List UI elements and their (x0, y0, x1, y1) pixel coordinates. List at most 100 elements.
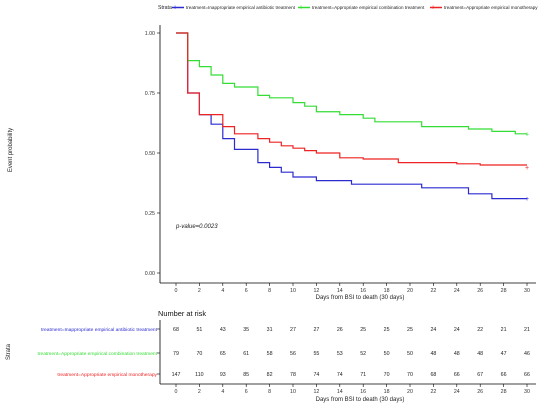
risk-x-tick-label-9: 18 (384, 389, 390, 395)
risk-cell-1-3: 61 (243, 351, 249, 357)
risk-x-tick-label-3: 6 (245, 389, 248, 395)
x-tick-label-9: 18 (384, 288, 390, 294)
risk-cell-1-12: 48 (454, 351, 460, 357)
legend-label-2: treatment=Appropriate empirical monother… (444, 5, 538, 10)
risk-cell-1-14: 47 (501, 351, 507, 357)
y-tick-label-4: 1.00 (145, 31, 155, 37)
risk-cell-1-1: 70 (196, 351, 202, 357)
risk-x-tick-label-8: 16 (360, 389, 366, 395)
censor-mark-1: + (525, 131, 529, 138)
x-tick-label-1: 2 (198, 288, 201, 294)
risk-cell-0-5: 27 (290, 327, 296, 333)
x-tick-label-12: 24 (454, 288, 460, 294)
survival-curve-2 (176, 32, 527, 166)
x-tick-label-3: 6 (245, 288, 248, 294)
x-tick-label-0: 0 (175, 288, 178, 294)
risk-cell-2-0: 147 (172, 372, 181, 378)
risk-cell-2-1: 110 (195, 372, 203, 378)
risk-cell-0-6: 27 (313, 327, 319, 333)
risk-cell-1-2: 65 (220, 351, 226, 357)
legend-label-1: treatment=Appropriate empirical combinat… (312, 5, 425, 10)
risk-cell-1-0: 79 (173, 351, 179, 357)
legend-title: Strata (158, 5, 172, 11)
risk-x-tick-label-5: 10 (290, 389, 296, 395)
legend-censor-mark-1: + (299, 4, 303, 11)
x-tick-label-6: 12 (313, 288, 319, 294)
risk-cell-0-9: 25 (384, 327, 390, 333)
risk-x-tick-label-7: 14 (337, 389, 343, 395)
survival-plot: 0.000.250.500.751.000 2 4 6 8 10 12 14 16 18 20 22 2… (8, 25, 536, 301)
risk-cell-0-7: 26 (337, 327, 343, 333)
risk-cell-1-15: 46 (524, 351, 530, 357)
x-tick-label-4: 8 (268, 288, 271, 294)
risk-cell-1-9: 50 (384, 351, 390, 357)
risk-x-axis-title: Days from BSI to death (30 days) (316, 397, 405, 403)
x-tick-label-2: 4 (221, 288, 224, 294)
risk-y-axis-title: Strata (6, 343, 12, 360)
risk-x-tick-label-0: 0 (175, 389, 178, 395)
risk-cell-2-4: 82 (267, 372, 273, 378)
risk-cell-0-4: 31 (267, 327, 273, 333)
risk-x-tick-label-10: 20 (407, 389, 413, 395)
risk-cell-0-1: 51 (196, 327, 202, 333)
censor-mark-2: + (525, 165, 529, 172)
risk-cell-1-11: 48 (430, 351, 436, 357)
risk-cell-1-4: 58 (267, 351, 273, 357)
x-tick-label-13: 26 (477, 288, 483, 294)
y-tick-label-1: 0.25 (145, 211, 155, 217)
legend-censor-mark-0: + (173, 4, 177, 11)
risk-cell-0-0: 68 (173, 327, 179, 333)
legend: Strata + treatment=Inappropriate empirical… (158, 4, 538, 11)
risk-x-tick-label-14: 28 (501, 389, 507, 395)
risk-x-tick-label-11: 22 (430, 389, 436, 395)
y-tick-label-3: 0.75 (145, 91, 155, 97)
p-value-annotation: p-value=0.0023 (175, 224, 218, 230)
risk-cell-0-12: 24 (454, 327, 460, 333)
risk-x-tick-label-2: 4 (221, 389, 224, 395)
risk-x-tick-label-13: 26 (477, 389, 483, 395)
risk-cell-2-5: 78 (290, 372, 296, 378)
risk-cell-1-13: 48 (477, 351, 483, 357)
x-tick-label-5: 10 (290, 288, 296, 294)
risk-cell-0-8: 25 (360, 327, 366, 333)
risk-cell-2-12: 66 (454, 372, 460, 378)
risk-cell-2-8: 71 (360, 372, 366, 378)
risk-x-tick-label-6: 12 (313, 389, 319, 395)
risk-row-label-0: treatment=Inappropriate empirical antibi… (41, 327, 158, 333)
risk-cell-2-14: 66 (501, 372, 507, 378)
risk-cell-2-15: 66 (524, 372, 530, 378)
risk-table-title: Number at risk (158, 309, 206, 318)
x-tick-label-8: 16 (360, 288, 366, 294)
legend-censor-mark-2: + (431, 4, 435, 11)
x-tick-label-10: 20 (407, 288, 413, 294)
risk-cell-1-10: 50 (407, 351, 413, 357)
survival-curve-1 (176, 32, 527, 135)
y-tick-label-0: 0.00 (145, 271, 155, 277)
x-tick-label-14: 28 (501, 288, 507, 294)
risk-cell-0-3: 35 (243, 327, 249, 333)
x-tick-label-7: 14 (337, 288, 343, 294)
risk-cell-2-9: 70 (384, 372, 390, 378)
risk-cell-2-11: 68 (430, 372, 436, 378)
x-tick-label-15: 30 (524, 288, 530, 294)
y-tick-label-2: 0.50 (145, 151, 155, 157)
risk-x-tick-label-12: 24 (454, 389, 460, 395)
risk-cell-2-7: 74 (337, 372, 343, 378)
risk-cell-2-3: 85 (243, 372, 249, 378)
y-axis-title: Event probability (8, 128, 14, 172)
risk-cell-2-13: 67 (477, 372, 483, 378)
risk-cell-0-14: 21 (501, 327, 507, 333)
x-axis-title: Days from BSI to death (30 days) (316, 295, 405, 301)
risk-row-label-2: treatment=Appropriate empirical monother… (57, 372, 157, 378)
risk-x-tick-label-4: 8 (268, 389, 271, 395)
risk-cell-0-10: 25 (407, 327, 413, 333)
risk-x-tick-label-15: 30 (524, 389, 530, 395)
risk-cell-2-10: 70 (407, 372, 413, 378)
censor-mark-0: + (525, 196, 529, 203)
risk-table: Number at risk treatment=Inappropriate em… (6, 309, 536, 403)
risk-row-label-1: treatment=Appropriate empirical combinat… (38, 351, 158, 357)
risk-cell-0-2: 43 (220, 327, 226, 333)
risk-cell-0-15: 21 (524, 327, 530, 333)
survival-curve-0 (176, 32, 527, 200)
